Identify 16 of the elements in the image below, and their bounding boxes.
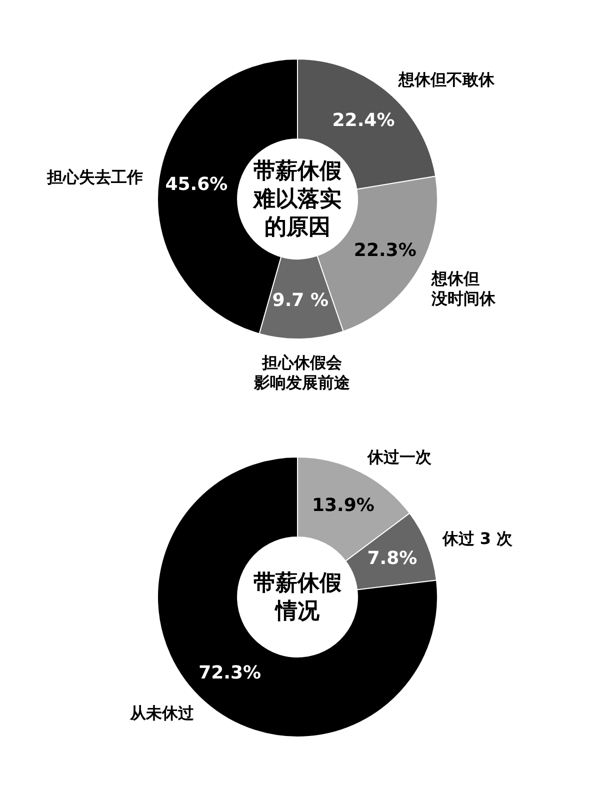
data-label: 22.4%	[332, 110, 395, 132]
slice-label: 休过一次	[366, 448, 432, 467]
slice-label: 从未休过	[129, 704, 196, 723]
data-label: 9.7 %	[272, 290, 328, 311]
slice-label: 担心失去工作	[46, 168, 143, 187]
text: 带薪休假难以落实的原因	[252, 159, 342, 240]
slice-label: 担心休假会影响发展前途	[252, 352, 350, 392]
data-label: 22.3%	[354, 240, 416, 262]
slice-label: 休过 3 次	[441, 528, 514, 548]
text: 带薪休假情况	[254, 571, 342, 624]
data-label: 7.8%	[367, 548, 418, 570]
slice-label: 想休但不敢休	[397, 70, 496, 90]
data-label: 13.9%	[312, 494, 374, 516]
data-label: 45.6%	[165, 174, 228, 195]
slice-label: 想休但没时间休	[430, 268, 497, 308]
data-label: 72.3%	[198, 662, 262, 684]
